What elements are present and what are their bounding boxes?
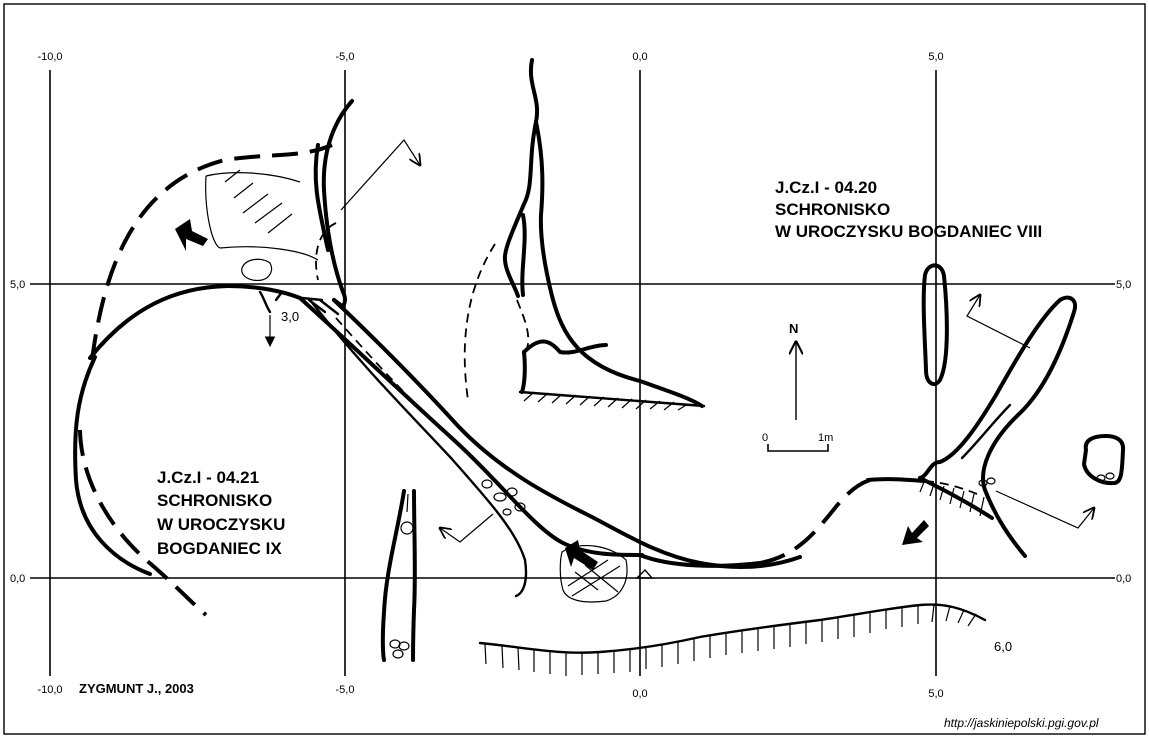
section-arrow-lower (440, 513, 494, 543)
cave-viii-floor-hatch (919, 481, 985, 517)
section-arrow-viii-upper (966, 295, 1031, 349)
cave-viii-name: W UROCZYSKU BOGDANIEC VIII (775, 222, 1042, 241)
grid-label-left-5: 5,0 (10, 279, 25, 291)
cave-ix-step-a (258, 290, 272, 314)
section-tall-floor (518, 390, 706, 408)
section-arrow-viii-lower (995, 490, 1094, 529)
cave-viii-inner-wall (960, 403, 1012, 460)
cave-viii-side-rubble (1096, 472, 1115, 482)
entrance-arrow-passage (565, 540, 598, 570)
scale-label-one-metre: 1m (818, 432, 833, 444)
grid-label-right-5: 5,0 (1116, 279, 1131, 291)
grid-label-bottom-0: 0,0 (632, 688, 647, 700)
passage-lower-junction (638, 553, 762, 568)
grid-label-top-minus-5: -5,0 (336, 51, 355, 63)
section-narrow-inner (406, 493, 409, 513)
cross-section-tall (463, 58, 706, 411)
section-narrow-right (411, 489, 417, 662)
passage-dashed-rising (759, 478, 871, 565)
grid-label-top-0: 0,0 (632, 51, 647, 63)
grid-label-bottom-minus-5: -5,0 (336, 684, 355, 696)
cave-viii-title: J.Cz.I - 04.20 SCHRONISKO W UROCZYSKU BO… (775, 178, 1042, 241)
map-frame (3, 3, 1146, 735)
cave-ix-name-1: W UROCZYSKU (157, 515, 285, 534)
cave-viii-type: SCHRONISKO (775, 200, 890, 219)
survey-station-triangle (635, 568, 654, 579)
cave-ix-upper-back-wall (313, 143, 330, 252)
coordinate-grid (30, 70, 1115, 676)
depth-label-upper: 3,0 (281, 309, 299, 324)
grid-label-bottom-minus-10: -10,0 (37, 684, 62, 696)
lower-section-profile (478, 603, 987, 654)
cave-viii-right-wall (918, 295, 1077, 558)
cave-viii-entrance-wall (918, 476, 994, 520)
lower-cross-section: 6,0 (478, 603, 1012, 676)
section-tall-lower-wall (520, 339, 608, 394)
cave-viii-rubble (978, 477, 996, 487)
cave-ix-upper-chamber-wall (73, 355, 152, 576)
grid-label-top-minus-10: -10,0 (37, 51, 62, 63)
cave-viii-code: J.Cz.I - 04.20 (775, 178, 877, 197)
entrance-arrow-viii (902, 520, 929, 545)
cave-ix-right-wall (321, 99, 354, 308)
passage-rock-block (559, 545, 628, 603)
passage-floor-diagonal (308, 298, 528, 598)
north-label: N (789, 321, 798, 336)
passage-dashed-mid (335, 317, 443, 431)
source-url: http://jaskiniepolski.pgi.gov.pl (944, 716, 1099, 730)
grid-labels: -10,0 -5,0 0,0 5,0 -10,0 -5,0 0,0 5,0 5,… (10, 51, 1131, 700)
cave-ix-plan: 3,0 (73, 99, 354, 617)
cave-viii-pillar (921, 263, 949, 387)
passage-rock-hatch (567, 559, 621, 597)
cave-viii-plan (340, 139, 1126, 558)
section-narrow-rock-top (400, 521, 414, 535)
depth-label-lower: 6,0 (994, 639, 1012, 654)
cave-ix-type: SCHRONISKO (157, 491, 272, 510)
section-narrow-rubble (389, 639, 410, 659)
section-tall-left-dash (463, 243, 496, 401)
cave-ix-hatch (224, 169, 293, 234)
passage-upper-wall (298, 296, 644, 557)
cave-viii-floor (866, 477, 927, 483)
section-tall-inner-dash (516, 299, 530, 353)
section-arrow-ix-upper (340, 139, 420, 211)
section-tall-left-wall (502, 58, 540, 298)
cave-ix-rock-blob (241, 258, 273, 281)
grid-label-top-5: 5,0 (928, 51, 943, 63)
section-tall-floor-hatch (523, 391, 689, 411)
cave-ix-dashed-arc-inner (315, 222, 337, 281)
passage-lower-wall (332, 298, 802, 570)
scale-bar-line (767, 444, 829, 452)
section-tall-inner (520, 213, 527, 297)
cave-ix-step-b (274, 290, 284, 302)
cave-ix-title: J.Cz.I - 04.21 SCHRONISKO W UROCZYSKU BO… (157, 468, 285, 558)
lower-section-ticks (484, 604, 977, 676)
cave-ix-floor-curve (88, 284, 302, 360)
north-arrow: N (789, 321, 798, 420)
author-credit: ZYGMUNT J., 2003 (79, 681, 194, 696)
grid-label-bottom-5: 5,0 (928, 688, 943, 700)
grid-label-left-0: 0,0 (10, 573, 25, 585)
cross-section-narrow (380, 489, 417, 662)
scale-label-zero: 0 (762, 432, 768, 444)
connecting-passage (298, 296, 927, 603)
cave-ix-dashed-lower-arc (78, 429, 208, 617)
cave-ix-dashed-outline (90, 143, 333, 361)
cave-ix-inner-ledge (205, 175, 319, 261)
passage-rubble (481, 479, 526, 516)
scale-bar: 0 1m (762, 432, 833, 452)
section-narrow-left (380, 489, 406, 662)
cave-ix-inner-ledge-2 (205, 172, 301, 183)
cave-ix-name-2: BOGDANIEC IX (157, 539, 282, 558)
cave-ix-code: J.Cz.I - 04.21 (157, 468, 259, 487)
entrance-arrow-ix (175, 219, 208, 251)
grid-label-right-0: 0,0 (1116, 573, 1131, 585)
section-tall-right-wall (534, 120, 704, 408)
